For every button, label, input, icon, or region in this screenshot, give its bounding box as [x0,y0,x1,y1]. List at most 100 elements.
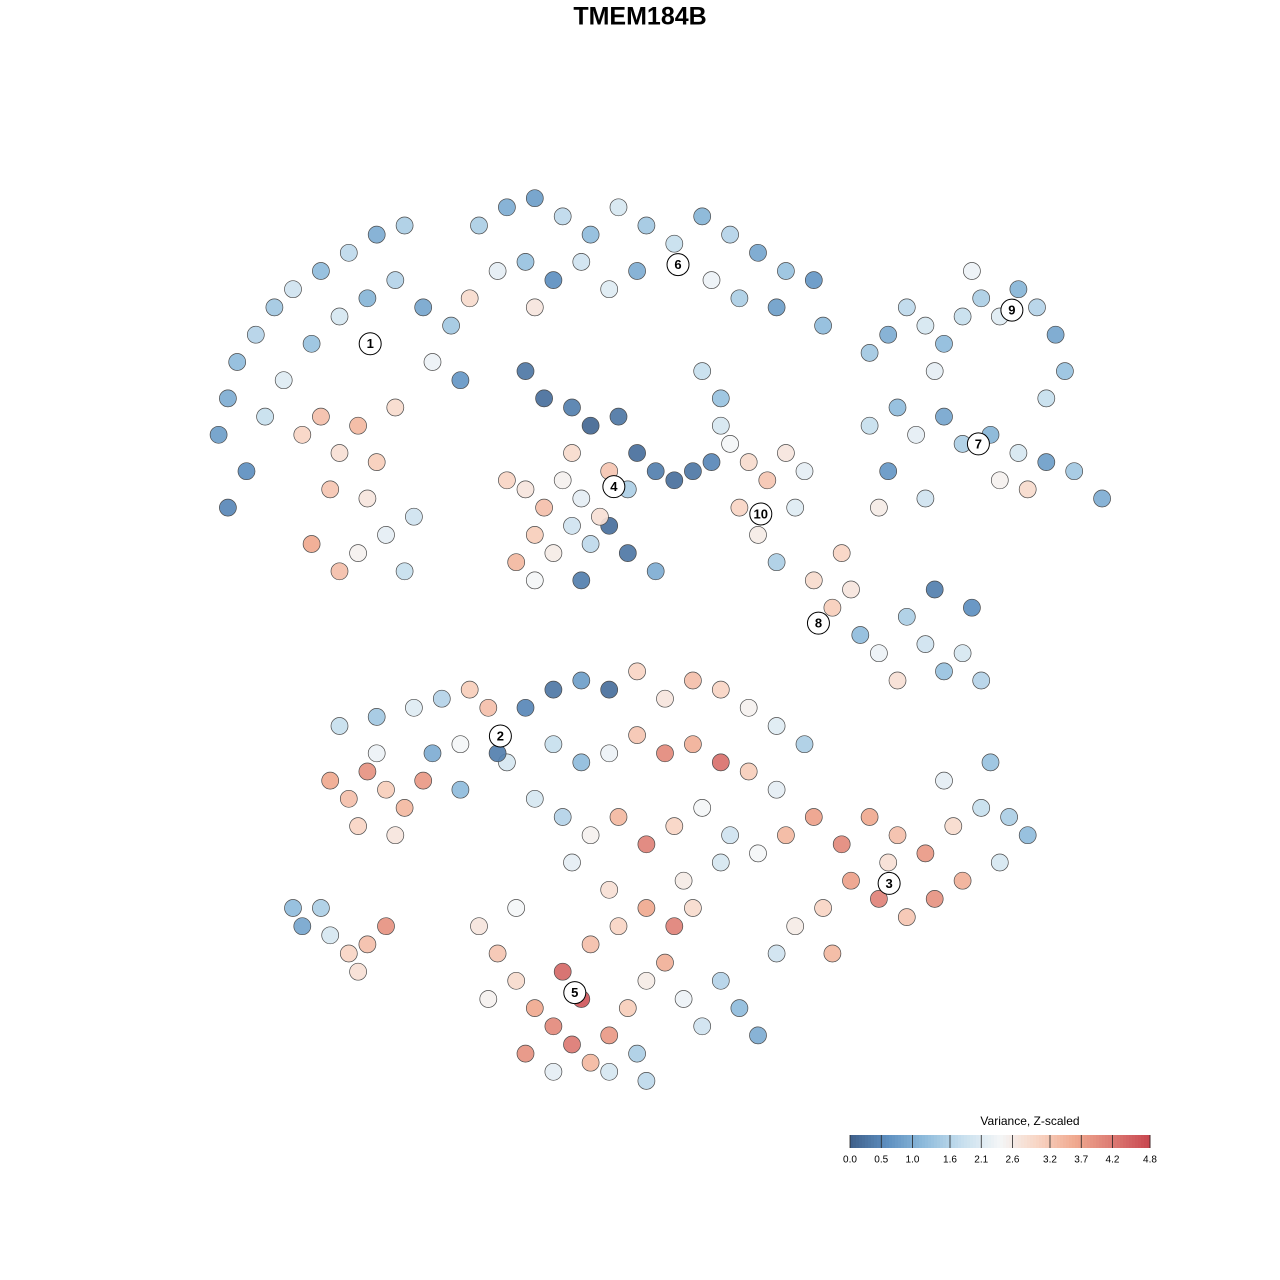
point [702,453,721,471]
cluster-marker [666,253,690,277]
colorbar-tick-label: 4.2 [1106,1155,1120,1166]
colorbar-swatch [952,1135,956,1148]
point [786,498,805,517]
point [665,817,684,835]
point [711,389,730,408]
point [525,571,544,590]
colorbar-swatch [895,1135,899,1148]
point [1009,444,1028,462]
point [693,362,712,380]
point [479,698,498,717]
point [414,771,433,790]
point [842,580,860,599]
point [302,334,321,353]
point [711,753,730,772]
point [870,498,888,517]
point [544,1062,563,1081]
colorbar-swatch [934,1135,938,1148]
point [246,325,265,344]
colorbar-swatch [1069,1135,1073,1148]
point [525,789,544,808]
point [572,253,591,271]
point [730,999,749,1017]
colorbar-swatch [1093,1135,1097,1148]
point [730,498,749,517]
point [386,271,405,289]
point [665,917,684,936]
colorbar-swatch [1123,1135,1127,1148]
point [730,289,749,308]
point [842,871,860,890]
point [219,498,237,517]
point [1000,808,1018,826]
point [916,635,935,653]
point [405,698,423,717]
colorbar-tick-label: 4.8 [1143,1155,1157,1166]
point [274,371,293,390]
colorbar-swatch [1135,1135,1139,1148]
point [832,544,851,562]
point [646,462,665,481]
point [832,835,851,854]
point [395,799,414,817]
point [572,489,591,508]
colorbar-tick-label: 1.0 [906,1155,920,1166]
colorbar-swatch [913,1135,917,1148]
point [516,1044,535,1063]
point [581,225,600,244]
point [1046,325,1065,344]
point [693,207,712,226]
point [628,444,646,462]
point [963,598,981,617]
point [693,1017,712,1036]
point [302,535,321,553]
point [600,880,619,899]
point [525,999,544,1017]
point [321,926,340,945]
colorbar-swatch [871,1135,875,1148]
point [488,262,507,280]
point [925,580,944,599]
point [563,516,581,535]
point [953,871,972,890]
point [405,507,423,526]
point [972,799,991,817]
colorbar-swatch [1060,1135,1064,1148]
colorbar-swatch [1015,1135,1019,1148]
point [804,808,823,826]
point [377,917,395,936]
point [767,298,786,317]
colorbar-swatch [1120,1135,1124,1148]
point [423,353,442,371]
point [767,717,786,735]
point [711,416,730,435]
colorbar-tick-label: 0.0 [843,1155,857,1166]
point [377,526,395,544]
point [767,780,786,799]
point [330,444,349,462]
colorbar-title: Variance, Z-scaled [980,1114,1079,1128]
point [628,262,646,280]
colorbar-swatch [892,1135,896,1148]
colorbar-swatch [925,1135,929,1148]
colorbar-swatch [1042,1135,1046,1148]
point [386,398,405,417]
colorbar-swatch [1066,1135,1070,1148]
point [312,262,330,280]
point [535,498,553,517]
point [777,444,795,462]
point [888,671,907,690]
point [749,844,767,863]
point [711,680,730,699]
colorbar-swatch [928,1135,932,1148]
point [637,835,656,854]
cluster-label: 1 [367,336,374,351]
point [935,334,953,353]
point [916,316,935,335]
colorbar-swatch [1099,1135,1103,1148]
point [870,890,888,908]
point [581,1053,600,1072]
cluster-marker [1000,298,1024,322]
colorbar-tick-label: 2.6 [1006,1155,1020,1166]
point [618,999,637,1017]
